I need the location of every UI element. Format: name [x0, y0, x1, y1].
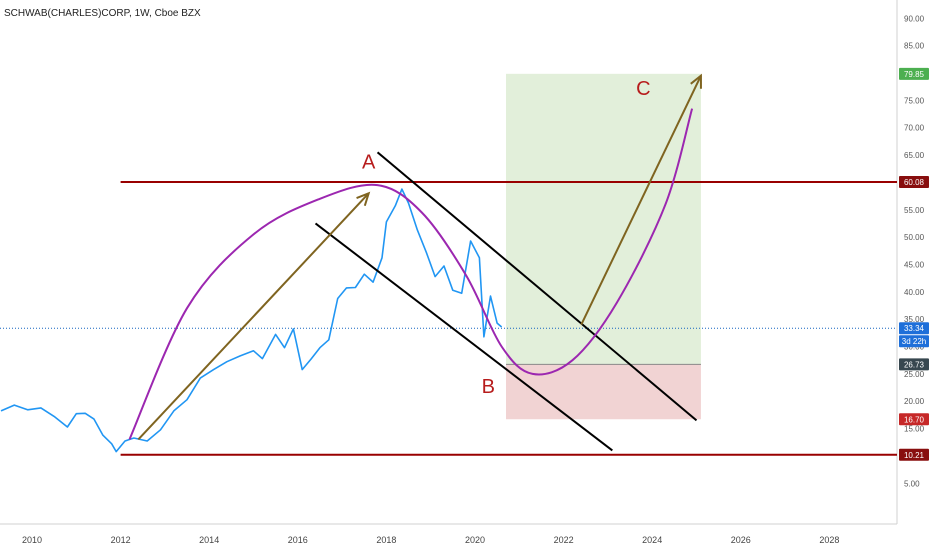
price-tag-support-bg — [899, 448, 929, 461]
y-tick-label: 55.00 — [904, 206, 925, 215]
x-tick-label: 2028 — [819, 535, 839, 545]
y-tick-label: 15.00 — [904, 425, 925, 434]
price-tag-support: 10.21 — [904, 451, 925, 460]
wave-label-a: A — [362, 152, 376, 174]
y-tick-label: 40.00 — [904, 288, 925, 297]
x-tick-label: 2014 — [199, 535, 219, 545]
price-tag-current-bg — [899, 322, 929, 335]
y-tick-label: 85.00 — [904, 42, 925, 51]
x-tick-label: 2022 — [554, 535, 574, 545]
price-tag-resistance-bg — [899, 175, 929, 188]
x-tick-label: 2012 — [111, 535, 131, 545]
y-tick-label: 35.00 — [904, 315, 925, 324]
x-tick-label: 2016 — [288, 535, 308, 545]
y-tick-label: 90.00 — [904, 14, 925, 23]
price-series-line — [0, 188, 503, 453]
trend-arrow-2 — [580, 75, 702, 326]
trend-arrow-head-2 — [690, 73, 702, 89]
price-tag-target: 79.85 — [904, 70, 925, 79]
price-tag-entry-bg — [899, 358, 929, 371]
trend-arrow-1 — [137, 192, 370, 441]
channel-upper-line — [376, 151, 698, 422]
y-tick-label: 5.00 — [904, 479, 920, 488]
price-tag-countdown-bg — [899, 335, 929, 348]
chart-title: SCHWAB(CHARLES)CORP, 1W, Cboe BZX — [4, 8, 201, 19]
cycle-arc-curve — [128, 108, 694, 440]
channel-lower-line — [314, 222, 613, 452]
price-tag-stop: 16.70 — [904, 415, 925, 424]
y-tick-label: 50.00 — [904, 233, 925, 242]
x-tick-label: 2024 — [642, 535, 662, 545]
price-tag-resistance: 60.08 — [904, 178, 925, 187]
y-tick-label: 20.00 — [904, 397, 925, 406]
y-tick-label: 75.00 — [904, 96, 925, 105]
price-tag-countdown: 3d 22h — [902, 337, 926, 346]
trend-arrow-head-1 — [356, 191, 371, 207]
price-tag-current: 33.34 — [904, 324, 925, 333]
x-tick-label: 2020 — [465, 535, 485, 545]
y-tick-label: 65.00 — [904, 151, 925, 160]
x-tick-label: 2010 — [22, 535, 42, 545]
profit-zone — [506, 73, 701, 365]
price-tag-entry: 26.73 — [904, 360, 925, 369]
x-tick-label: 2018 — [376, 535, 396, 545]
price-tag-stop-bg — [899, 413, 929, 426]
wave-label-b: B — [482, 376, 495, 398]
y-tick-label: 45.00 — [904, 260, 925, 269]
price-axis-panel — [897, 0, 932, 550]
x-tick-label: 2026 — [731, 535, 751, 545]
wave-label-c: C — [636, 78, 650, 100]
price-tag-target-bg — [899, 67, 929, 80]
y-tick-label: 70.00 — [904, 124, 925, 133]
y-tick-label: 25.00 — [904, 370, 925, 379]
